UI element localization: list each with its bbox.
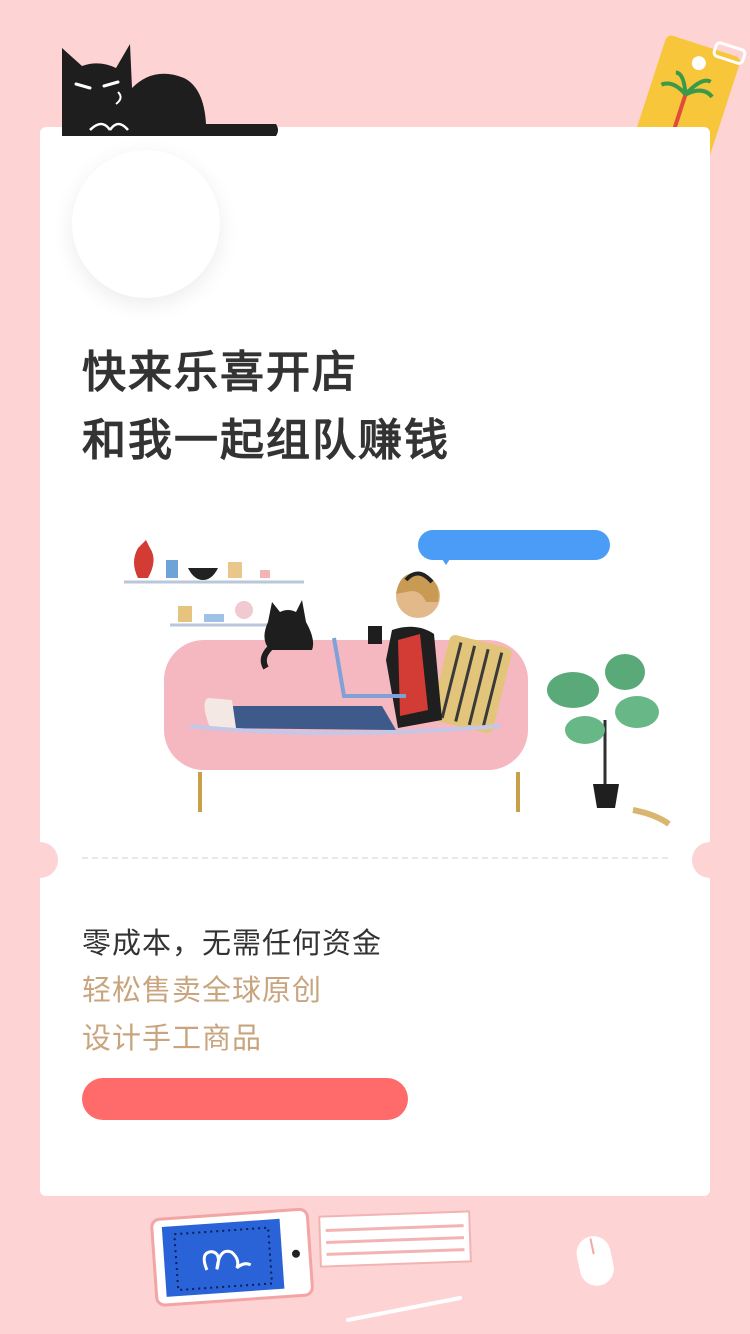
woman-on-sofa-illustration — [124, 540, 528, 812]
info-line-2: 轻松售卖全球原创 — [82, 973, 323, 1007]
info-line-1: 零成本，无需任何资金 — [82, 926, 383, 960]
headline-line-1: 快来乐喜开店 — [82, 347, 358, 398]
mouse-icon — [576, 1236, 614, 1286]
open-shop-button[interactable] — [82, 1078, 408, 1120]
card-notch-right — [692, 842, 728, 878]
speech-bubble — [418, 530, 610, 560]
tablet-icon — [150, 1207, 314, 1307]
speech-bubble-tail — [440, 556, 452, 565]
black-cat-icon — [62, 44, 278, 136]
info-line-3: 设计手工商品 — [82, 1021, 263, 1055]
potted-plant-icon — [547, 654, 671, 827]
pen-icon — [346, 1296, 462, 1322]
headline-line-2: 和我一起组队赚钱 — [82, 415, 450, 466]
notebook-icon — [318, 1210, 472, 1268]
card-divider — [82, 857, 668, 859]
avatar — [72, 150, 220, 298]
card-notch-left — [22, 842, 58, 878]
